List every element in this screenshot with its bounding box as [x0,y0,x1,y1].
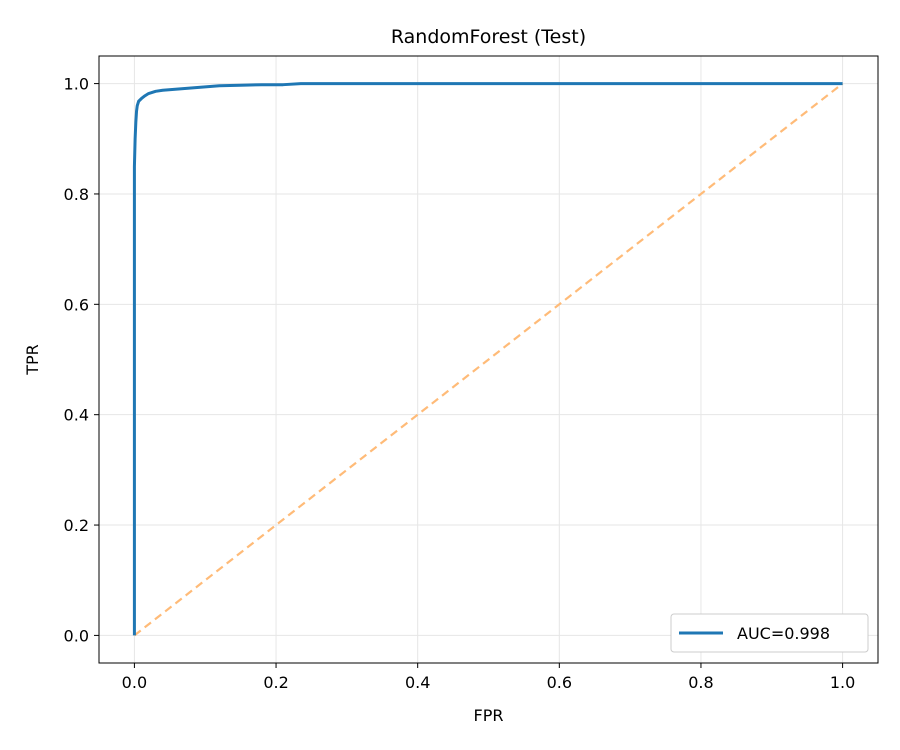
axis-ticks: 0.0 0.2 0.4 0.6 0.8 1.0 0.0 0.2 0.4 0.6 0.8 1.0 [64,75,856,692]
chance-diagonal-line [133,82,844,637]
x-axis-title: FPR [474,706,504,725]
y-axis-title: TPR [23,344,42,376]
series-group [132,82,844,637]
legend-label: AUC=0.998 [737,624,830,643]
x-tick-label: 0.2 [263,673,288,692]
x-tick-label: 0.6 [547,673,572,692]
x-tick-label: 0.8 [688,673,713,692]
y-tick-label: 0.0 [64,626,89,645]
chart-title: RandomForest (Test) [391,26,586,48]
x-tick-label: 1.0 [830,673,855,692]
legend-box [670,613,869,653]
y-tick-label: 0.2 [64,516,89,535]
legend: AUC=0.998 [670,613,869,653]
x-tick-label: 0.4 [405,673,430,692]
plot-frame [98,55,879,664]
y-tick-label: 0.6 [64,295,89,314]
grid [99,56,878,663]
y-tick-label: 0.8 [64,185,89,204]
y-tick-label: 1.0 [64,75,89,94]
x-tick-label: 0.0 [122,673,147,692]
y-tick-label: 0.4 [64,406,89,425]
roc-curve-line [132,82,843,636]
